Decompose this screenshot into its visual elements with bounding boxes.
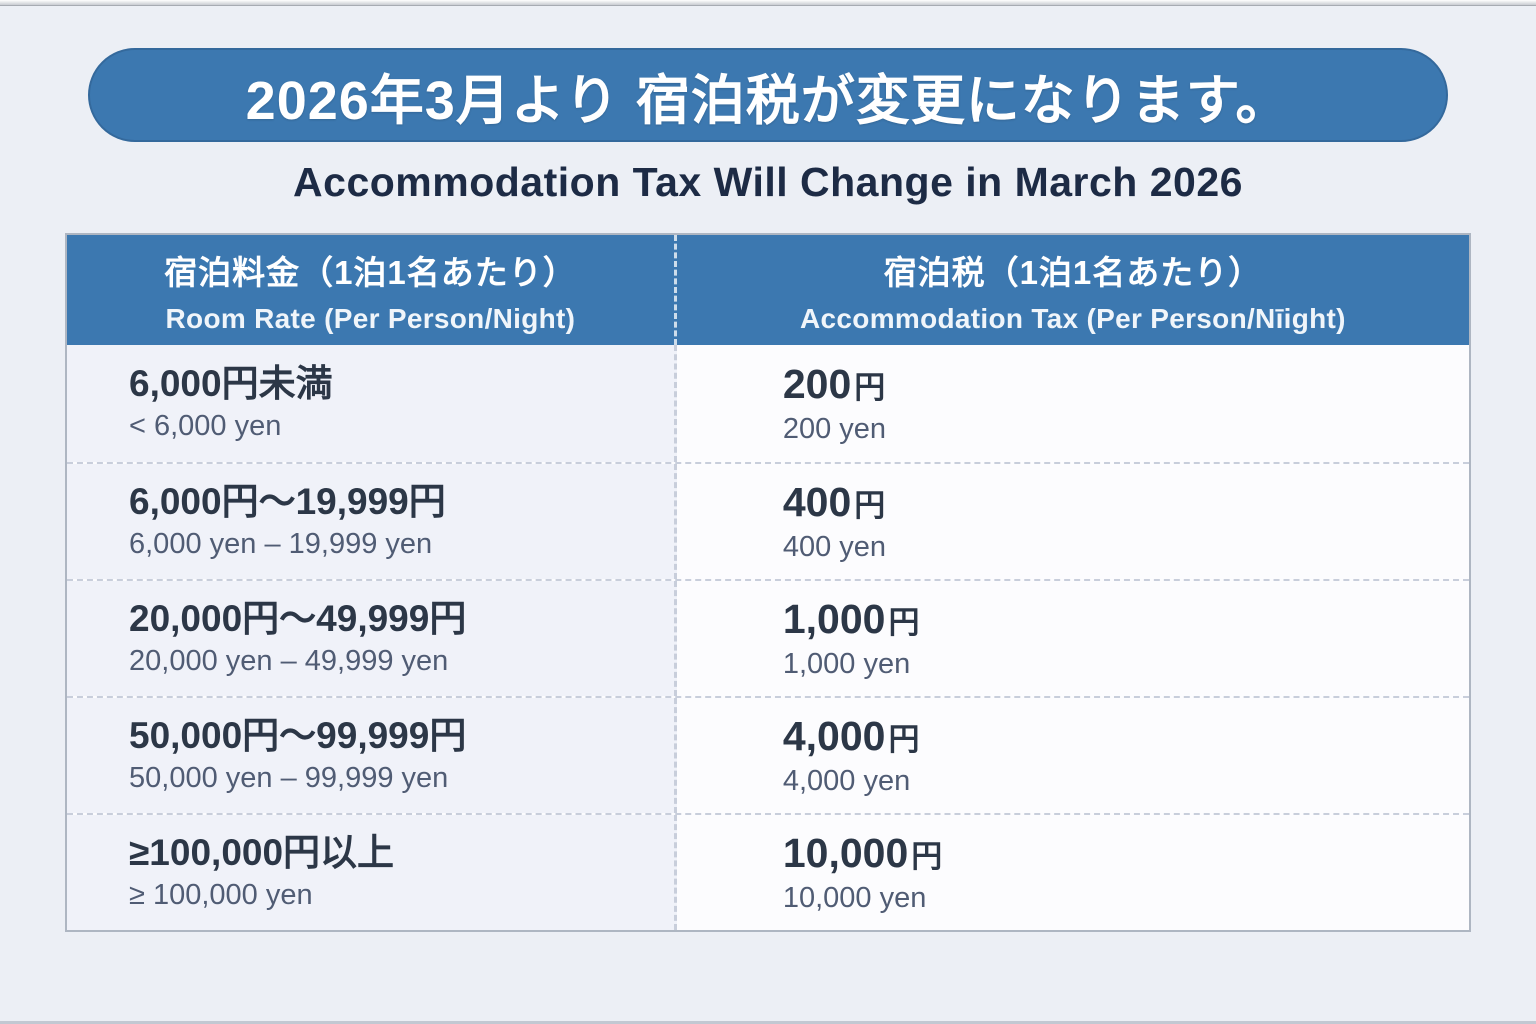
title-banner: 2026年3月より 宿泊税が変更になります。: [88, 48, 1448, 142]
tax-amount: 4,000: [782, 712, 886, 759]
tax-value-english: 400 yen: [782, 530, 887, 563]
bottom-edge-strip: [0, 1021, 1536, 1024]
tax-value-english: 1,000 yen: [782, 647, 911, 680]
room-rate-japanese: 6,000円～19,999円: [129, 480, 446, 522]
accommodation-tax-table: 宿泊料金（1泊1名あたり） Room Rate (Per Person/Nigh…: [65, 233, 1471, 932]
tax-value-japanese: 4,000円: [782, 712, 1469, 759]
room-rate-english: ≥ 100,000 yen: [129, 879, 313, 912]
page-subtitle-english: Accommodation Tax Will Change in March 2…: [293, 159, 1243, 205]
room-rate-header-english: Room Rate (Per Person/Night): [165, 302, 576, 334]
top-edge-strip: [0, 0, 1536, 6]
table-row: 6,000円未満 < 6,000 yen 200円 200 yen: [67, 345, 1469, 462]
tax-amount: 200: [782, 360, 852, 407]
yen-kanji-unit: 円: [888, 604, 920, 640]
room-rate-cell: ≥100,000円以上 ≥ 100,000 yen: [67, 815, 677, 930]
table-row: 50,000円～99,999円 50,000 yen – 99,999 yen …: [67, 696, 1469, 813]
tax-value-japanese: 1,000円: [782, 595, 1469, 642]
tax-cell: 4,000円 4,000 yen: [676, 698, 1469, 813]
tax-header-japanese: 宿泊税（1泊1名あたり）: [883, 253, 1263, 291]
room-rate-header-japanese: 宿泊料金（1泊1名あたり）: [164, 253, 577, 291]
room-rate-japanese: ≥100,000円以上: [129, 831, 395, 873]
yen-kanji-unit: 円: [911, 838, 943, 874]
tax-header-english: Accommodation Tax (Per Person/Nīight): [800, 302, 1346, 334]
column-header-room-rate: 宿泊料金（1泊1名あたり） Room Rate (Per Person/Nigh…: [67, 235, 677, 345]
room-rate-japanese: 20,000円～49,999円: [129, 597, 467, 639]
room-rate-japanese: 50,000円～99,999円: [129, 714, 467, 756]
tax-value-japanese: 10,000円: [782, 829, 1469, 876]
room-rate-japanese: 6,000円未満: [129, 362, 333, 404]
table-body: 6,000円未満 < 6,000 yen 200円 200 yen 6,000円…: [67, 345, 1469, 930]
tax-value-english: 10,000 yen: [782, 881, 927, 914]
page-title-japanese: 2026年3月より 宿泊税が変更になります。: [245, 70, 1291, 131]
tax-cell: 10,000円 10,000 yen: [676, 815, 1469, 930]
room-rate-english: 6,000 yen – 19,999 yen: [129, 528, 433, 561]
room-rate-cell: 6,000円～19,999円 6,000 yen – 19,999 yen: [67, 464, 677, 579]
yen-kanji-unit: 円: [854, 369, 886, 405]
room-rate-cell: 6,000円未満 < 6,000 yen: [67, 345, 677, 462]
tax-value-japanese: 200円: [782, 360, 1469, 407]
tax-value-english: 200 yen: [782, 412, 887, 445]
table-header-row: 宿泊料金（1泊1名あたり） Room Rate (Per Person/Nigh…: [67, 235, 1469, 345]
tax-amount: 10,000: [782, 829, 909, 876]
tax-cell: 1,000円 1,000 yen: [676, 581, 1469, 696]
tax-value-japanese: 400円: [782, 478, 1469, 525]
yen-kanji-unit: 円: [888, 721, 920, 757]
table-row: 6,000円～19,999円 6,000 yen – 19,999 yen 40…: [67, 462, 1469, 579]
room-rate-english: < 6,000 yen: [129, 410, 282, 443]
room-rate-english: 50,000 yen – 99,999 yen: [129, 762, 449, 795]
room-rate-cell: 20,000円～49,999円 20,000 yen – 49,999 yen: [67, 581, 677, 696]
room-rate-cell: 50,000円～99,999円 50,000 yen – 99,999 yen: [67, 698, 677, 813]
tax-amount: 400: [782, 478, 852, 525]
tax-value-english: 4,000 yen: [782, 764, 911, 797]
tax-amount: 1,000: [782, 595, 886, 642]
column-header-accommodation-tax: 宿泊税（1泊1名あたり） Accommodation Tax (Per Pers…: [677, 235, 1469, 345]
tax-cell: 200円 200 yen: [676, 345, 1469, 462]
room-rate-english: 20,000 yen – 49,999 yen: [129, 645, 449, 678]
table-row: ≥100,000円以上 ≥ 100,000 yen 10,000円 10,000…: [67, 813, 1469, 930]
table-row: 20,000円～49,999円 20,000 yen – 49,999 yen …: [67, 579, 1469, 696]
yen-kanji-unit: 円: [854, 487, 886, 523]
tax-cell: 400円 400 yen: [676, 464, 1469, 579]
